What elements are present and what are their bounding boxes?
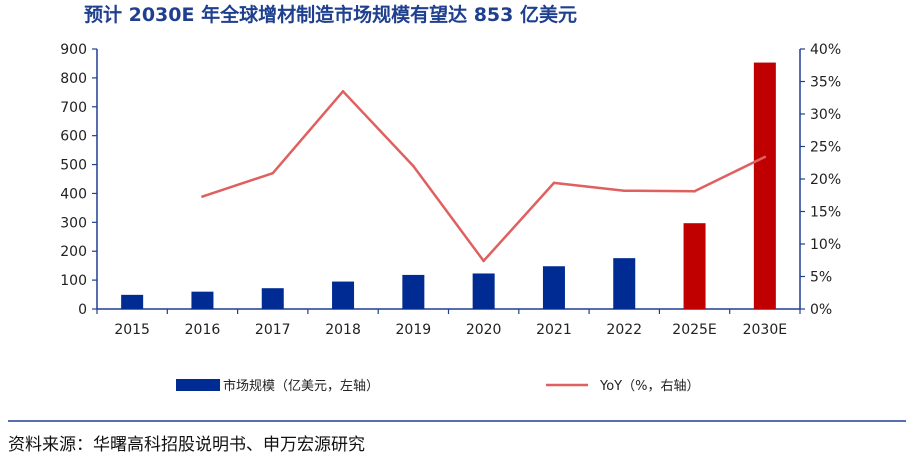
yoy-point: [271, 171, 275, 175]
legend-swatch-market-size: [176, 379, 220, 391]
x-tick-label: 2025E: [672, 322, 716, 338]
yoy-point: [412, 164, 415, 168]
bar-series: [121, 62, 776, 310]
y-left-tick-label: 900: [60, 42, 87, 58]
yoy-point: [763, 155, 767, 159]
x-axis: 2015 2016 2017 2018 2019 2020 2021 2022 2025E 203…: [96, 308, 801, 338]
x-tick-label: 2015: [114, 322, 150, 338]
y-left-tick-label: 400: [60, 186, 87, 202]
y-left-tick-label: 200: [60, 244, 87, 260]
y-right-tick-label: 5%: [810, 270, 832, 286]
chart-title: 预计 2030E 年全球增材制造市场规模有望达 853 亿美元: [84, 3, 577, 26]
y-right-tick-label: 20%: [810, 172, 841, 188]
y-left-tick-label: 600: [60, 129, 87, 145]
yoy-point: [201, 195, 204, 198]
y-left-tick-label: 100: [60, 273, 87, 289]
y-left-tick-label: 300: [60, 215, 87, 231]
bar: [753, 62, 776, 310]
x-tick-label: 2020: [466, 322, 502, 338]
x-tick-label: 2016: [185, 322, 221, 338]
bar: [542, 266, 565, 309]
bar: [332, 281, 355, 309]
y-left-tick-label: 700: [60, 100, 87, 116]
y-right-tick-label: 0%: [810, 302, 832, 318]
bar: [683, 223, 706, 309]
x-tick-label: 2021: [536, 322, 572, 338]
legend-label-yoy: YoY（%，右轴）: [599, 379, 699, 394]
bar: [191, 291, 214, 309]
y-right-tick-label: 15%: [810, 205, 841, 221]
x-tick-label: 2030E: [743, 322, 787, 338]
y-left-tick-label: 800: [60, 71, 87, 87]
y-right-tick-label: 10%: [810, 237, 841, 253]
y-right-tick-label: 25%: [810, 140, 841, 156]
yoy-point: [341, 89, 345, 93]
yoy-line-series: [201, 89, 767, 263]
y-right-tick-label: 35%: [810, 75, 841, 91]
yoy-point: [552, 181, 556, 185]
y-axis-left: 0 100 200 300 400 500 600 700 800 900: [60, 42, 98, 318]
x-tick-label: 2017: [255, 322, 291, 338]
y-right-tick-label: 30%: [810, 107, 841, 123]
x-tick-label: 2022: [606, 322, 642, 338]
legend-label-market-size: 市场规模（亿美元，左轴）: [223, 378, 379, 394]
yoy-point: [693, 190, 696, 193]
yoy-point: [482, 259, 485, 263]
legend: 市场规模（亿美元，左轴） YoY（%，右轴）: [176, 378, 699, 394]
y-axis-right: 0% 5% 10% 15% 20% 25% 30% 35% 40%: [799, 42, 841, 318]
y-left-tick-label: 0: [78, 302, 87, 318]
bar: [261, 288, 284, 309]
bar: [472, 273, 495, 309]
bar: [402, 274, 425, 309]
x-tick-label: 2018: [325, 322, 361, 338]
bar: [613, 258, 636, 309]
y-left-tick-label: 500: [60, 158, 87, 174]
source-note: 资料来源：华曙高科招股说明书、申万宏源研究: [8, 435, 365, 455]
y-right-tick-label: 40%: [810, 42, 841, 58]
yoy-point: [622, 189, 626, 192]
x-tick-label: 2019: [396, 322, 432, 338]
yoy-line: [202, 90, 766, 263]
bar: [121, 294, 144, 309]
